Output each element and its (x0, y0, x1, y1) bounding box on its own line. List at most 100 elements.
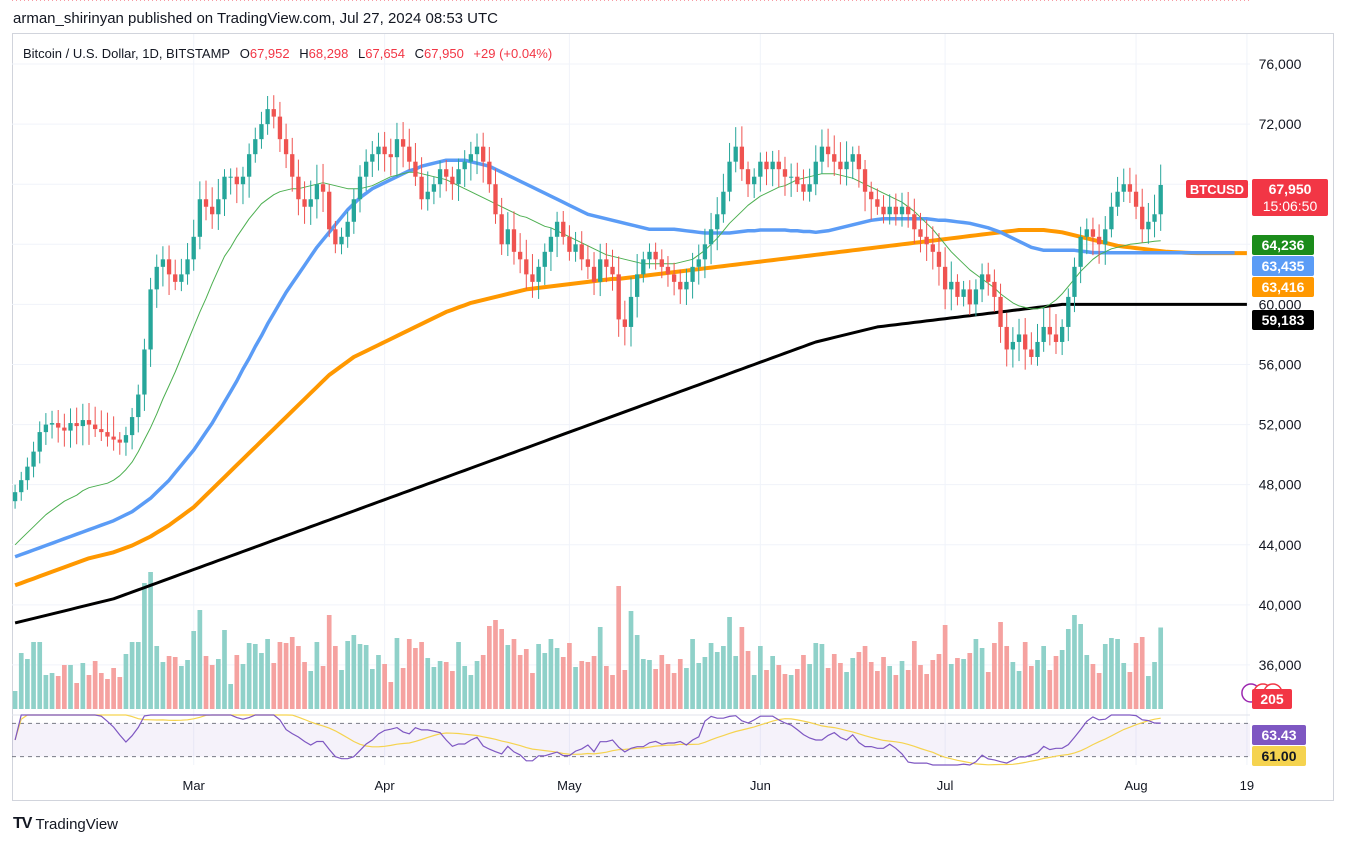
candle-body (499, 214, 504, 245)
x-axis-label: May (557, 778, 582, 793)
volume-bar (770, 656, 776, 709)
candle-body (1059, 326, 1065, 342)
volume-bar (1035, 660, 1040, 709)
candle (573, 231, 578, 262)
candle (1133, 174, 1139, 220)
countdown-tag: 15:06:50 (1263, 198, 1318, 214)
volume-bar (838, 663, 843, 709)
candle-body (450, 176, 455, 185)
candle (1109, 192, 1114, 238)
volume-bar (548, 639, 554, 709)
candle (142, 338, 147, 411)
candle-body (585, 259, 591, 267)
candle (752, 168, 757, 199)
close-label: C (414, 46, 425, 61)
volume-bar (591, 656, 597, 709)
candle (881, 195, 886, 224)
volume-bar (505, 645, 511, 709)
volume-bar (616, 586, 622, 709)
candle-body (1115, 191, 1120, 207)
candle-body (68, 423, 73, 431)
candle (339, 227, 344, 255)
volume-bar (314, 642, 320, 709)
candle-body (505, 229, 510, 245)
candle-body (333, 229, 338, 245)
candle (413, 142, 418, 186)
y-axis-label: 36,000 (1259, 657, 1302, 673)
candle-body (456, 169, 461, 185)
candle-body (413, 161, 418, 177)
volume-bar (1072, 615, 1077, 709)
volume-bar (271, 663, 277, 709)
candle-body (142, 349, 147, 395)
volume-bar (1059, 650, 1065, 709)
volume-bar (875, 671, 880, 709)
candle-body (62, 427, 67, 431)
volume-bar (523, 649, 529, 709)
candle (296, 159, 301, 216)
candle (1115, 176, 1120, 216)
volume-bar (831, 654, 837, 709)
candle-body (542, 251, 547, 267)
volume-bar (1127, 672, 1133, 709)
candle-body (111, 436, 116, 440)
candle-body (573, 244, 578, 252)
volume-bar (536, 644, 541, 709)
candle-body (56, 423, 61, 428)
candle (949, 261, 954, 311)
candle-body (752, 176, 757, 185)
volume-bar (240, 664, 246, 709)
candle-body (721, 191, 726, 215)
volume-bar (86, 675, 92, 709)
candle-body (647, 251, 652, 260)
candle (745, 161, 751, 197)
volume-bar (924, 674, 929, 709)
candle-body (105, 432, 110, 437)
candle-body (370, 154, 375, 162)
volume-bar (1109, 638, 1114, 709)
volume-bar (406, 639, 412, 709)
volume-bar (714, 652, 720, 709)
candle-body (197, 199, 203, 237)
candle (517, 233, 523, 274)
candle-body (493, 184, 498, 215)
candle (715, 197, 720, 251)
volume-bar (252, 644, 258, 709)
candle (1072, 257, 1077, 313)
candle-body (468, 154, 474, 162)
volume-bar (930, 660, 936, 709)
volume-bar (604, 666, 609, 709)
volume-bar (992, 643, 997, 709)
candle (610, 249, 615, 291)
volume-bar (129, 642, 135, 709)
candle (290, 137, 295, 192)
candle (166, 245, 172, 296)
candle-body (419, 176, 424, 200)
rsi-tag-bg (1252, 725, 1306, 745)
volume-bar (246, 643, 252, 709)
volume-bar (148, 572, 153, 709)
candle (191, 219, 196, 271)
candle (622, 300, 627, 346)
candle (628, 277, 634, 347)
candle (813, 145, 818, 196)
candle (1078, 226, 1083, 284)
candle (62, 413, 67, 447)
candle (659, 249, 664, 279)
candle (388, 138, 393, 176)
candle-body (850, 154, 855, 162)
x-axis-label: Aug (1124, 778, 1147, 793)
candle-body (567, 236, 572, 252)
candle (788, 163, 794, 197)
candle-body (1133, 191, 1139, 207)
candle (1158, 164, 1163, 231)
candle (653, 242, 658, 270)
candle (647, 243, 652, 269)
candle (524, 239, 529, 290)
candle-body (1035, 341, 1040, 357)
candle (924, 219, 929, 261)
rsi-tag: 63.43 (1252, 725, 1306, 745)
candle (1047, 307, 1052, 346)
candle-body (653, 251, 658, 260)
